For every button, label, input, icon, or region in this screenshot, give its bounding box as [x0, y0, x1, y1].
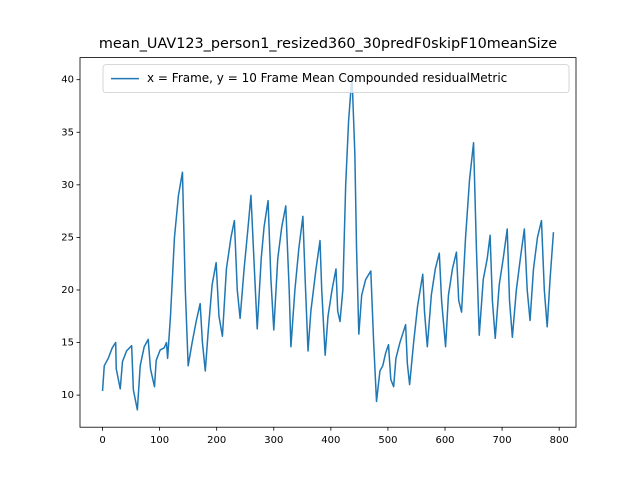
plot-frame [79, 57, 577, 428]
y-tick-label: 20 [61, 285, 74, 296]
x-tick-label: 0 [99, 435, 105, 446]
x-tick-label: 700 [493, 435, 512, 446]
y-tick-label: 10 [61, 390, 74, 401]
y-tick-label: 25 [61, 232, 74, 243]
x-tick-label: 400 [321, 435, 340, 446]
legend-label: x = Frame, y = 10 Frame Mean Compounded … [147, 71, 507, 85]
y-tick-label: 30 [61, 180, 74, 191]
x-tick-label: 800 [550, 435, 569, 446]
x-tick-label: 200 [207, 435, 226, 446]
y-tick-label: 35 [61, 127, 74, 138]
legend-box [102, 64, 570, 93]
x-tick-label: 600 [435, 435, 454, 446]
y-tick-label: 40 [61, 75, 74, 86]
x-tick-label: 500 [378, 435, 397, 446]
x-tick-label: 300 [264, 435, 283, 446]
line-series [101, 74, 555, 411]
y-tick-label: 15 [61, 338, 74, 349]
x-tick-label: 100 [150, 435, 169, 446]
chart-title: mean_UAV123_person1_resized360_30predF0s… [99, 36, 557, 52]
